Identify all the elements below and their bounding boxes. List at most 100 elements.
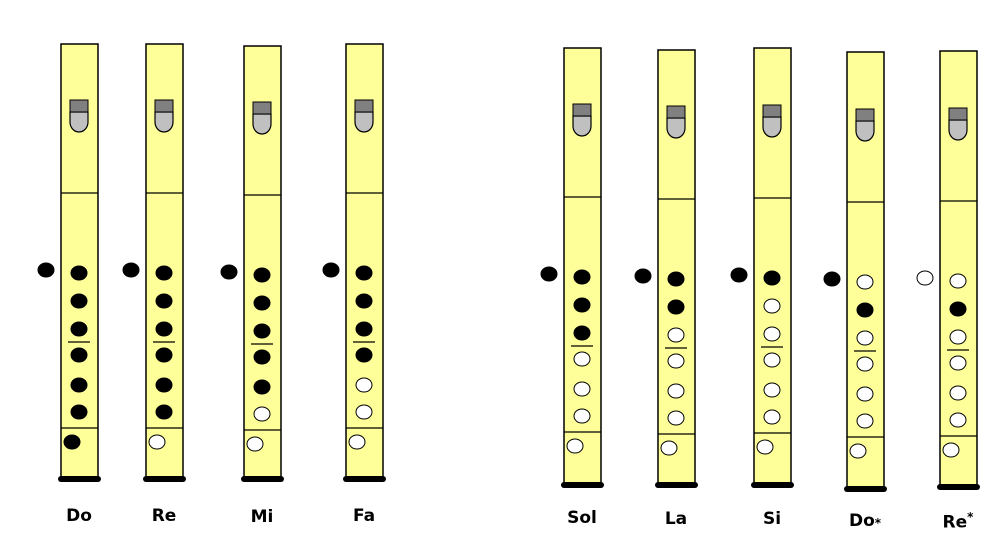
window-icon (855, 120, 875, 142)
recorder-foot (143, 476, 186, 482)
finger-hole-5-open (573, 381, 591, 397)
finger-hole-2-closed (155, 293, 173, 309)
recorder-mi (220, 45, 284, 482)
finger-hole-6-open (573, 408, 591, 424)
window-top (252, 101, 272, 115)
finger-hole-2-open (763, 298, 781, 314)
window-top (666, 105, 686, 119)
window-icon (354, 111, 374, 133)
note-name: Re (942, 512, 968, 533)
finger-hole-7-open (246, 436, 264, 452)
recorder-sol (540, 47, 604, 488)
finger-hole-1-closed (70, 265, 88, 281)
finger-hole-1-closed (763, 270, 781, 286)
finger-hole-1-closed (573, 269, 591, 285)
note-name: Do (848, 511, 875, 531)
finger-hole-3-open (856, 330, 874, 346)
note-name: Do (66, 506, 92, 526)
finger-hole-7-open (756, 439, 774, 455)
window-top (855, 108, 875, 122)
recorder-foot (751, 482, 794, 488)
thumb-hole-closed (730, 267, 748, 283)
recorder-re-sharp (916, 50, 980, 490)
recorder-foot (655, 482, 698, 488)
finger-hole-2-closed (253, 295, 271, 311)
thumb-hole-open (916, 270, 934, 286)
window-top (948, 107, 968, 121)
recorder-re (122, 43, 186, 482)
finger-hole-6-closed (70, 404, 88, 420)
finger-hole-1-closed (155, 265, 173, 281)
finger-hole-5-open (763, 382, 781, 398)
note-label: Re* (943, 510, 974, 533)
window-top (572, 103, 592, 117)
window-icon (666, 117, 686, 139)
finger-hole-7-open (660, 440, 678, 456)
finger-hole-2-closed (70, 293, 88, 309)
finger-hole-6-open (763, 409, 781, 425)
note-label: Do (66, 506, 92, 526)
note-label: Re (152, 506, 177, 526)
finger-hole-7-open (566, 438, 584, 454)
accidental-mark: * (967, 510, 974, 524)
finger-hole-5-open (355, 377, 373, 393)
finger-hole-3-open (763, 326, 781, 342)
window-icon (154, 111, 174, 133)
finger-hole-4-open (667, 353, 685, 369)
finger-hole-5-open (856, 386, 874, 402)
note-label: Mi (251, 507, 274, 527)
note-name: Re (151, 506, 177, 526)
finger-hole-3-closed (253, 323, 271, 339)
finger-hole-1-closed (253, 267, 271, 283)
window-top (69, 99, 89, 113)
finger-hole-4-closed (253, 349, 271, 365)
finger-hole-7-closed (63, 434, 81, 450)
finger-hole-4-closed (70, 347, 88, 363)
finger-hole-4-closed (155, 347, 173, 363)
finger-hole-6-closed (155, 404, 173, 420)
note-label: Fa (353, 506, 375, 526)
note-name: Sol (567, 508, 597, 528)
finger-hole-7-open (148, 434, 166, 450)
recorder-foot (937, 484, 980, 490)
note-name: Fa (352, 506, 376, 526)
thumb-hole-closed (823, 271, 841, 287)
note-label: Sol (567, 508, 597, 528)
finger-hole-6-open (253, 406, 271, 422)
finger-hole-7-open (849, 443, 867, 459)
finger-hole-2-closed (856, 302, 874, 318)
thumb-hole-closed (540, 266, 558, 282)
accidental-mark: * (874, 516, 882, 530)
window-icon (572, 115, 592, 137)
thumb-hole-closed (322, 262, 340, 278)
thumb-hole-closed (37, 262, 55, 278)
finger-hole-4-closed (355, 347, 373, 363)
finger-hole-6-open (856, 413, 874, 429)
recorder-foot (561, 482, 604, 488)
window-icon (948, 119, 968, 141)
recorder-do (37, 43, 101, 482)
finger-hole-5-closed (253, 379, 271, 395)
finger-hole-7-open (348, 434, 366, 450)
finger-hole-5-closed (70, 377, 88, 393)
finger-hole-2-closed (949, 301, 967, 317)
finger-hole-2-closed (573, 297, 591, 313)
note-label: La (665, 509, 687, 529)
note-name: Si (762, 509, 782, 529)
finger-hole-3-closed (70, 321, 88, 337)
recorder-foot (241, 476, 284, 482)
finger-hole-6-open (667, 410, 685, 426)
thumb-hole-closed (220, 264, 238, 280)
finger-hole-7-open (942, 442, 960, 458)
finger-hole-2-closed (355, 293, 373, 309)
finger-hole-3-closed (355, 321, 373, 337)
thumb-hole-closed (122, 262, 140, 278)
finger-hole-4-open (949, 355, 967, 371)
recorder-la (634, 49, 698, 488)
recorder-si (730, 47, 794, 488)
note-name: Mi (250, 507, 274, 527)
recorder-foot (58, 476, 101, 482)
finger-hole-4-open (856, 356, 874, 372)
finger-hole-3-closed (155, 321, 173, 337)
